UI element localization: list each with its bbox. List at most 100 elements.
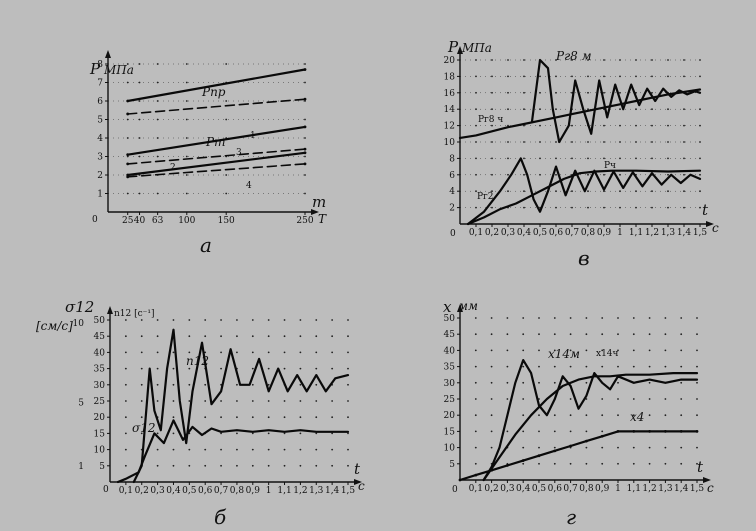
panel-v-origin: 0 (450, 229, 456, 239)
grid-dot (601, 446, 604, 449)
grid-dot (304, 100, 306, 102)
grid-dot (553, 381, 556, 384)
grid-dot (124, 383, 127, 386)
grid-dot (651, 157, 653, 160)
grid-dot (617, 398, 619, 400)
grid-dot (185, 81, 188, 84)
y-tick-label: 25 (444, 395, 456, 405)
grid-dot (648, 446, 651, 449)
grid-dot (601, 365, 604, 368)
grid-dot (553, 349, 556, 352)
grid-dot (474, 462, 477, 465)
grid-dot (315, 400, 318, 402)
grid-dot (225, 63, 228, 65)
grid-dot (569, 414, 572, 417)
y-tick-label: 12 (444, 122, 455, 132)
grid-dot (126, 155, 129, 158)
grid-dot (185, 118, 188, 121)
grid-dot (347, 400, 349, 402)
grid-dot (648, 398, 651, 400)
grid-dot (236, 432, 238, 435)
grid-dot (601, 430, 604, 433)
panel-g-xlabel: t (697, 458, 704, 476)
grid-dot (185, 63, 188, 65)
grid-dot (553, 446, 556, 449)
grid-dot (617, 365, 619, 368)
y-tick-label: 5 (97, 116, 103, 126)
grid-dot (667, 206, 669, 209)
grid-dot (220, 351, 222, 354)
grid-dot (587, 141, 589, 143)
grid-dot (304, 174, 306, 176)
grid-dot (188, 448, 191, 451)
x-tick-label: 0,2 (485, 228, 499, 238)
grid-dot (617, 446, 619, 449)
grid-dot (140, 400, 143, 402)
grid-dot (617, 462, 619, 465)
x-tick-label: 1,1 (627, 484, 641, 494)
grid-dot (699, 124, 701, 127)
grid-dot (126, 137, 129, 139)
grid-dot (683, 141, 685, 143)
grid-dot (283, 432, 286, 435)
x-tick-label: 0,8 (579, 484, 594, 494)
grid-dot (299, 351, 302, 354)
grid-dot (347, 367, 349, 370)
grid-dot (523, 59, 525, 61)
y-tick-label: 20 (444, 411, 456, 421)
x-tick-label: 0,3 (500, 484, 515, 494)
grid-dot (251, 464, 254, 467)
grid-dot (299, 448, 302, 451)
grid-dot (522, 333, 525, 336)
grid-dot (603, 190, 605, 193)
grid-dot (267, 335, 270, 338)
left-tick-label: 1 (78, 462, 84, 472)
y-tick-label: 50 (444, 314, 456, 324)
grid-dot (491, 173, 493, 176)
grid-dot (553, 333, 556, 336)
grid-dot (138, 118, 141, 121)
grid-dot (236, 319, 238, 321)
grid-dot (315, 448, 318, 451)
x-tick-label: 0,4 (517, 228, 532, 238)
x-tick-label: 0,9 (597, 228, 612, 238)
x-tick-label: 0,4 (516, 484, 531, 494)
panel-g-yunit: мм (458, 299, 478, 313)
grid-dot (601, 398, 604, 400)
y-tick-label: 30 (444, 379, 456, 389)
grid-dot (236, 464, 238, 467)
chart-panel-b: σ12 [см/с] n12 [c⁻¹] t c 0 б n12 σ12 0,1… (36, 298, 365, 529)
grid-dot (225, 192, 228, 195)
grid-dot (331, 448, 334, 451)
panel-g-caption: г (566, 505, 576, 529)
x-tick-label: 1,1 (629, 228, 643, 238)
grid-dot (185, 100, 188, 102)
x-tick-label: 1 (615, 484, 621, 494)
grid-dot (648, 462, 651, 465)
x-tick-label: 1,3 (658, 484, 673, 494)
grid-dot (538, 462, 540, 465)
y-tick-label: 5 (449, 460, 455, 470)
grid-dot (138, 137, 141, 139)
x-tick-label: 0,6 (548, 484, 563, 494)
grid-dot (267, 319, 270, 321)
grid-dot (603, 59, 605, 61)
panel-b-xlabel: t (354, 460, 361, 478)
panel-v-caption: в (578, 246, 590, 270)
grid-dot (267, 432, 270, 435)
x-tick-label: 1,4 (677, 228, 692, 238)
grid-dot (204, 383, 207, 386)
grid-dot (699, 206, 701, 209)
grid-dot (680, 414, 683, 417)
series-point (490, 468, 493, 472)
grid-dot (523, 91, 525, 94)
panel-v-label-pg8ch: Pг8 ч (478, 115, 503, 125)
grid-dot (304, 137, 306, 139)
grid-dot (667, 190, 669, 193)
panel-v-y-arrow (457, 46, 463, 54)
panel-v-ylabel: P (447, 38, 459, 56)
grid-dot (683, 75, 685, 78)
grid-dot (283, 351, 286, 354)
grid-dot (156, 137, 159, 139)
grid-dot (523, 157, 525, 160)
